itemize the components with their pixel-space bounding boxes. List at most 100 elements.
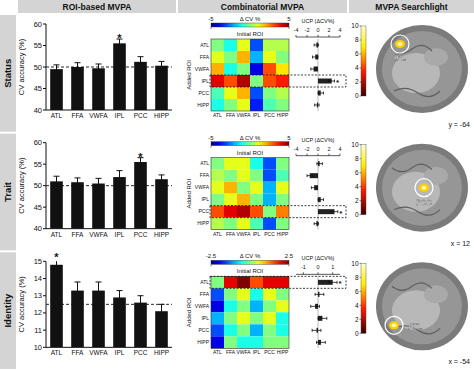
slice-coordinate: x = 12 (451, 240, 470, 247)
error-bar (117, 171, 123, 184)
y-tick-label: 14 (34, 274, 42, 283)
y-tick (43, 347, 46, 348)
x-axis-label: UCP (ΔCV%) (302, 255, 335, 261)
heatmap-cell (263, 312, 276, 324)
error-cap (316, 186, 317, 189)
x-tick-label: 2 (327, 146, 330, 152)
x-tick-label: HIPP (277, 231, 289, 237)
colorbar-tick (360, 172, 362, 173)
bar (71, 182, 84, 228)
error-cap (319, 305, 320, 308)
x-tick-label: 0 (316, 146, 319, 152)
x-tick (329, 35, 330, 37)
error-line (119, 291, 120, 305)
error-bar (159, 175, 165, 184)
y-tick-label: VWFA (195, 303, 210, 309)
row-label-bg (0, 134, 16, 251)
error-bar (318, 92, 324, 95)
y-tick-label: 55 (34, 41, 42, 50)
zero-line (318, 39, 319, 111)
error-bar (96, 178, 102, 188)
x-tick (318, 272, 319, 274)
y-tick-label: ATL (200, 160, 209, 166)
x-tick-label: FFA (226, 231, 236, 237)
heatmap-cell (276, 206, 289, 218)
heatmap-cell (276, 288, 289, 300)
heatmap-cell (276, 63, 289, 75)
y-tick-label: FFA (200, 54, 210, 60)
heatmap-cell (263, 300, 276, 312)
error-line (161, 175, 162, 184)
x-tick-label: 0 (316, 264, 319, 270)
activation-peak (398, 42, 403, 46)
error-cap (316, 341, 317, 344)
heatmap-cell (237, 51, 250, 63)
y-tick-label: HIPP (197, 220, 209, 226)
error-cap (334, 80, 335, 83)
colorbar-tick (360, 319, 362, 320)
x-tick-label: 0 (316, 27, 319, 33)
error-line (318, 318, 327, 319)
heatmap-cell (211, 75, 224, 87)
error-line (140, 57, 141, 67)
colorbar (211, 260, 289, 264)
error-line (98, 178, 99, 188)
x-tick-label: VWFA (236, 349, 251, 355)
colorbar-tick-label: 2 (355, 316, 359, 323)
x-tick-label: 4 (338, 27, 341, 33)
heatmap-cell (237, 300, 250, 312)
heatmap-cell (250, 218, 263, 230)
heatmap-cell (224, 63, 237, 75)
y-axis-label: Added ROI (186, 60, 192, 90)
colorbar-tick-label: 0 (355, 330, 359, 337)
heatmap-cell (250, 194, 263, 206)
error-bar (307, 174, 313, 177)
y-axis-label: CV accuracy (%) (17, 276, 26, 333)
heatmap-cell (224, 39, 237, 51)
heatmap-cell (250, 75, 263, 87)
y-tick (43, 45, 46, 46)
error-cap (316, 162, 317, 165)
error-cap (312, 329, 313, 332)
error-line (77, 282, 78, 299)
x-tick-label: FFA (72, 231, 85, 238)
heatmap-cell (276, 300, 289, 312)
plot-area (46, 158, 172, 229)
bar (92, 68, 105, 110)
error-bar (138, 57, 144, 67)
y-tick (43, 330, 46, 331)
colorbar-tick (360, 333, 362, 334)
activation-blob (389, 321, 399, 329)
heatmap-cell (263, 63, 276, 75)
error-cap (312, 56, 313, 59)
heatmap-cells (211, 276, 289, 348)
heatmap-cell (250, 51, 263, 63)
x-tick (329, 154, 330, 156)
heatmap-cell (237, 194, 250, 206)
bar (50, 265, 63, 348)
figure: ROI-based MVPACombinatorial MVPAMVPA Sea… (0, 0, 474, 370)
heatmap-cell (263, 206, 276, 218)
bar (71, 67, 84, 110)
error-bar (96, 282, 102, 299)
bar (155, 179, 168, 228)
x-tick-label: PCC (264, 112, 275, 118)
panel-title: MVPA Searchlight (375, 2, 447, 12)
error-cap (310, 68, 311, 71)
x-tick-label: 1 (331, 264, 334, 270)
heatmap-cell (276, 312, 289, 324)
y-axis-label: CV accuracy (%) (17, 157, 26, 214)
roi-label: PCC (416, 198, 432, 207)
error-bar (311, 186, 317, 189)
colorbar-tick (360, 82, 362, 83)
y-tick (43, 312, 46, 313)
heatmap-cell (224, 87, 237, 99)
error-cap (159, 174, 165, 175)
heatmap-cell (237, 182, 250, 194)
x-tick-label: VWFA (89, 349, 108, 356)
x-tick-label: -1 (301, 264, 306, 270)
colorbar-tick-label: 0 (355, 92, 359, 99)
error-cap (318, 317, 319, 320)
x-tick-label: HIPP (154, 349, 169, 356)
brain-white-matter (424, 48, 448, 66)
